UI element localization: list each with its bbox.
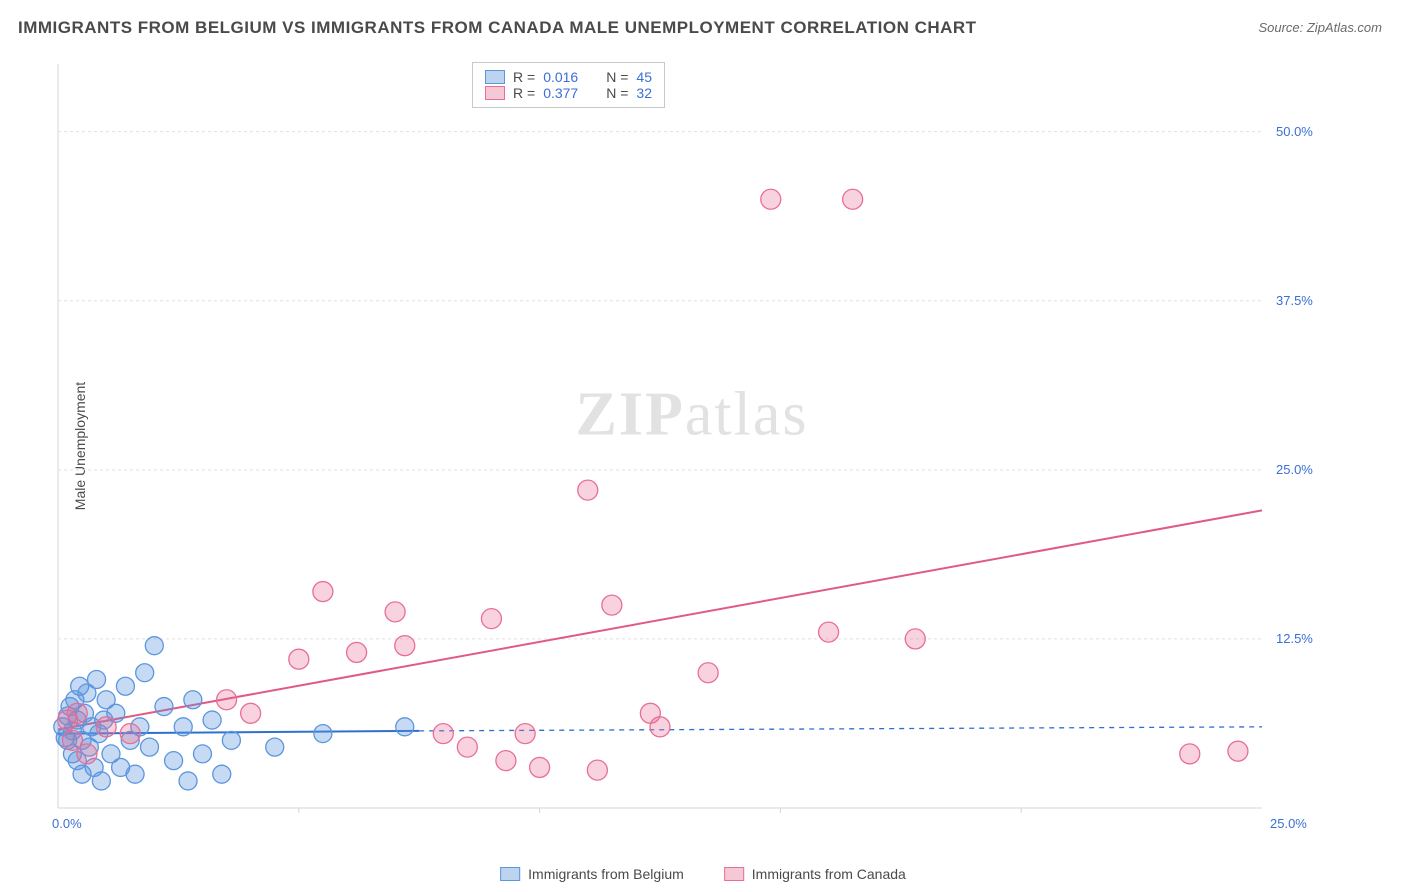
chart-svg bbox=[52, 58, 1332, 834]
stats-row-canada: R = 0.377 N = 32 bbox=[485, 85, 652, 101]
swatch-canada-icon bbox=[485, 86, 505, 100]
source-prefix: Source: bbox=[1258, 20, 1306, 35]
n-label: N = bbox=[606, 85, 628, 101]
y-tick-1: 25.0% bbox=[1276, 462, 1313, 477]
legend-label: Immigrants from Canada bbox=[752, 866, 906, 882]
chart-title: IMMIGRANTS FROM BELGIUM VS IMMIGRANTS FR… bbox=[18, 18, 977, 38]
r-value: 0.016 bbox=[543, 69, 578, 85]
swatch-belgium-icon bbox=[485, 70, 505, 84]
swatch-canada-icon bbox=[724, 867, 744, 881]
y-tick-2: 37.5% bbox=[1276, 293, 1313, 308]
n-label: N = bbox=[606, 69, 628, 85]
r-value: 0.377 bbox=[543, 85, 578, 101]
stats-legend: R = 0.016 N = 45 R = 0.377 N = 32 bbox=[472, 62, 665, 108]
y-tick-3: 50.0% bbox=[1276, 124, 1313, 139]
bottom-legend: Immigrants from Belgium Immigrants from … bbox=[500, 866, 906, 882]
source-label: Source: ZipAtlas.com bbox=[1258, 20, 1382, 35]
legend-item-canada: Immigrants from Canada bbox=[724, 866, 906, 882]
swatch-belgium-icon bbox=[500, 867, 520, 881]
x-tick-0: 0.0% bbox=[52, 816, 82, 831]
legend-item-belgium: Immigrants from Belgium bbox=[500, 866, 684, 882]
r-label: R = bbox=[513, 85, 535, 101]
n-value: 32 bbox=[636, 85, 652, 101]
legend-label: Immigrants from Belgium bbox=[528, 866, 684, 882]
plot-area: ZIPatlas R = 0.016 N = 45 R = 0.377 N = … bbox=[52, 58, 1332, 834]
source-value: ZipAtlas.com bbox=[1307, 20, 1382, 35]
y-tick-0: 12.5% bbox=[1276, 631, 1313, 646]
stats-row-belgium: R = 0.016 N = 45 bbox=[485, 69, 652, 85]
n-value: 45 bbox=[636, 69, 652, 85]
r-label: R = bbox=[513, 69, 535, 85]
x-tick-1: 25.0% bbox=[1270, 816, 1307, 831]
